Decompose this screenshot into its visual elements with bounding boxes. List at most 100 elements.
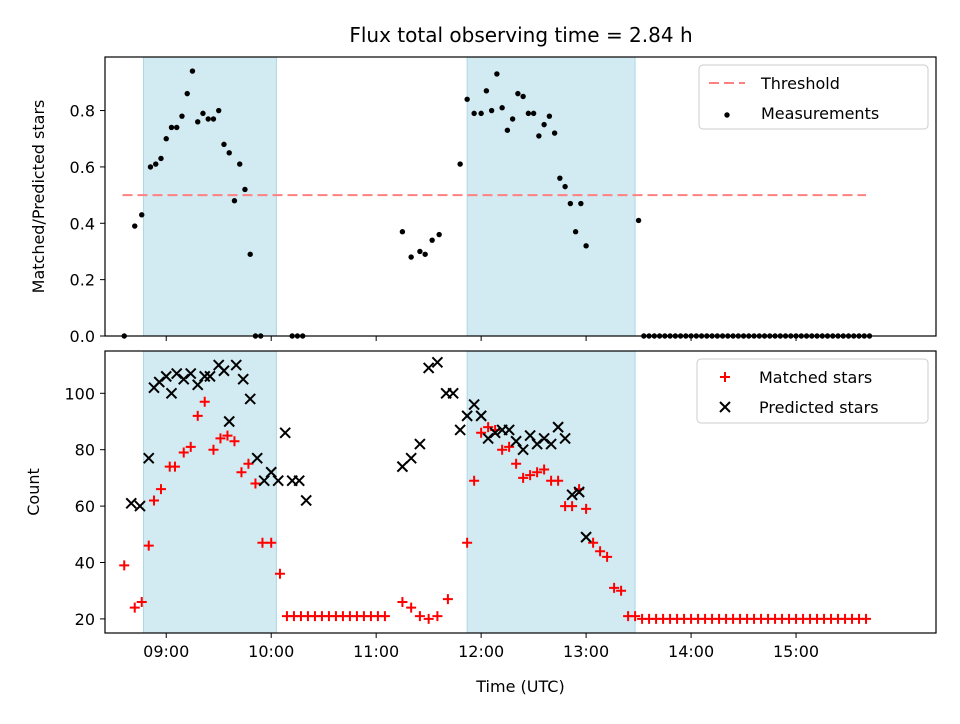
shaded-interval-1 [466, 350, 636, 634]
data-point [237, 161, 243, 167]
data-point [199, 370, 211, 383]
data-point [429, 237, 435, 243]
data-point [489, 427, 501, 439]
data-point [250, 478, 261, 489]
data-point [567, 200, 574, 207]
x-tick-label: 12:00 [458, 642, 504, 661]
data-point [580, 531, 592, 543]
data-point [511, 458, 522, 469]
data-point [630, 611, 641, 622]
data-point [223, 415, 235, 428]
data-point [185, 441, 196, 452]
data-point [158, 155, 164, 162]
y-tick-label: 0.2 [70, 271, 95, 290]
series-predicted-stars [125, 356, 592, 543]
data-point [447, 387, 459, 400]
data-point [524, 429, 536, 442]
data-point [525, 110, 532, 117]
data-point [525, 470, 536, 481]
data-point [406, 602, 417, 613]
data-point [517, 443, 529, 456]
data-point [462, 537, 473, 548]
data-point [518, 472, 529, 483]
y-tick-label: 100 [64, 384, 95, 403]
data-point [536, 133, 542, 139]
data-point [153, 161, 159, 167]
data-point [229, 436, 240, 447]
data-point [125, 497, 137, 509]
data-point [578, 200, 584, 207]
y-tick-label: 60 [75, 497, 95, 516]
data-point [552, 421, 564, 433]
data-point [230, 359, 242, 371]
data-point [414, 438, 426, 450]
data-point [530, 110, 537, 117]
legend-label: Measurements [761, 104, 879, 123]
data-point [258, 475, 270, 487]
data-point [210, 116, 217, 122]
legend-label: Predicted stars [759, 398, 879, 417]
data-point [417, 248, 423, 255]
data-point [422, 251, 428, 257]
data-point [469, 475, 480, 486]
bottom-panel: 09:00 10:00 11:00 12:00 13:00 14:00 15:00 20 40 6… [24, 350, 937, 696]
legend-box [698, 64, 929, 130]
data-point [559, 432, 571, 445]
data-point [236, 467, 247, 478]
data-point [244, 393, 256, 405]
data-point [457, 161, 463, 167]
data-point [545, 438, 557, 450]
data-point [174, 124, 180, 131]
legend: Threshold Measurements [698, 64, 929, 130]
data-point [279, 427, 291, 439]
data-point [265, 466, 277, 478]
data-point [635, 217, 642, 224]
data-point [242, 186, 248, 193]
data-point [553, 475, 564, 486]
data-point [515, 90, 521, 97]
axes-frame [104, 350, 937, 634]
data-point [442, 594, 453, 605]
data-point [414, 611, 425, 622]
x-tick-label: 10:00 [248, 642, 294, 661]
data-point [539, 464, 550, 475]
data-point [483, 422, 494, 433]
y-axis-label: Matched/Predicted stars [29, 100, 48, 294]
data-point [461, 410, 473, 422]
data-point [602, 551, 613, 562]
chart-title: Flux total observing time = 2.84 h [349, 23, 692, 47]
legend-label: Threshold [760, 74, 840, 93]
data-point [169, 461, 180, 472]
legend-predicted-swatch [719, 401, 731, 413]
y-tick-label: 0.4 [70, 214, 95, 233]
data-point [504, 441, 515, 452]
data-point [609, 582, 620, 593]
data-point [595, 546, 606, 557]
data-point [143, 452, 155, 464]
data-point [396, 460, 409, 473]
shaded-interval-0 [142, 350, 277, 634]
top-panel: 0.0 0.2 0.4 0.6 0.8 Matched/Predicted stars Th… [29, 56, 937, 346]
y-axis-label: Count [24, 468, 43, 516]
data-point [566, 489, 578, 501]
data-point [861, 613, 872, 624]
data-point [199, 396, 210, 407]
data-point [471, 110, 477, 117]
series-matched-stars [119, 396, 872, 624]
data-point [581, 503, 592, 514]
data-point [405, 452, 417, 464]
data-point [551, 130, 558, 136]
data-point [147, 164, 154, 170]
data-point [257, 537, 268, 548]
data-point [226, 150, 232, 156]
data-point [189, 68, 196, 74]
data-point [148, 495, 159, 506]
data-point [163, 136, 169, 142]
data-point [454, 424, 466, 436]
x-tick-label: 15:00 [773, 642, 819, 661]
data-point [546, 113, 553, 119]
legend-measurements-swatch [724, 112, 730, 118]
data-point [432, 611, 443, 622]
data-point [179, 113, 185, 119]
